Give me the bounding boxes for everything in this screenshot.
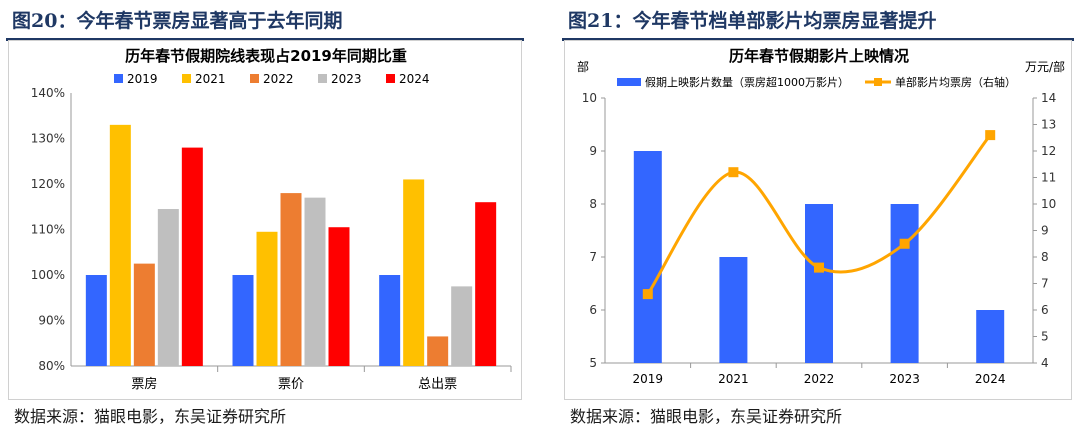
left-y-tick-label: 9 [589,144,597,158]
bar-2021-总出票 [403,179,425,366]
right-y-tick-label: 8 [1041,250,1049,264]
right-y-tick-label: 7 [1041,277,1049,291]
left-y-tick-label: 7 [589,250,597,264]
left-figure-label: 图20：今年春节票房显著高于去年同期 [12,10,343,32]
y-tick-label: 100% [31,268,65,282]
right-y-tick-label: 6 [1041,303,1049,317]
bar-2023-票价 [304,197,326,366]
bar-2022-总出票 [427,336,449,366]
x-tick-label: 2023 [889,372,920,386]
right-y-tick-label: 11 [1041,171,1056,185]
right-axis-unit: 万元/部 [1025,59,1065,74]
right-chart-frame: 历年春节假期影片上映情况部 万元/部假期上映影片数量（票房超1000万影片） 单部影… [564,40,1072,400]
y-tick-label: 120% [31,177,65,191]
line-marker-2019 [642,289,653,300]
bar-2019-总出票 [379,275,401,366]
legend-label-2019: 2019 [127,72,158,86]
bar-2022-票价 [280,193,302,366]
y-tick-label: 140% [31,86,65,100]
right-y-tick-label: 4 [1041,356,1049,370]
bar-2023-票房 [157,209,179,366]
chart-title: 历年春节假期院线表现占2019年同期比重 [125,47,407,65]
x-tick-label: 票价 [278,377,304,392]
x-tick-label: 2024 [975,372,1006,386]
legend-swatch-2019 [114,74,123,83]
left-y-tick-label: 6 [589,303,597,317]
legend-swatch-2023 [318,74,327,83]
avg-box-office-line [646,134,992,295]
y-tick-label: 110% [31,223,65,237]
bar-2024-总出票 [475,202,497,366]
right-y-tick-label: 9 [1041,224,1049,238]
left-chart-frame: 历年春节假期院线表现占2019年同期比重 2019 2021 2022 2023 2024… [8,40,522,400]
bar-2024 [976,310,1005,363]
left-source-note: 数据来源：猫眼电影，东吴证券研究所 [14,407,287,426]
legend-marker-line [874,78,882,86]
bar-2022 [805,204,833,363]
line-marker-2022 [814,262,824,273]
left-y-tick-label: 5 [589,356,597,370]
y-tick-label: 80% [38,359,65,373]
bar-2021 [719,257,748,363]
bar-2024-票价 [328,227,350,366]
bar-2022-票房 [133,263,155,366]
bar-2024-票房 [181,147,203,366]
right-y-tick-label: 14 [1041,91,1056,105]
bar-2021-票价 [256,231,278,366]
left-axis-unit: 部 [577,59,589,74]
legend-label-bars: 假期上映影片数量（票房超1000万影片） [645,75,849,89]
bar-2021-票房 [109,124,131,366]
right-figure-panel: 图21：今年春节档单部影片均票房显著提升 历年春节假期影片上映情况部 万元/部假期… [556,0,1080,434]
bar-2019-票价 [232,275,254,366]
x-tick-label: 2019 [633,372,664,386]
legend-swatch-2024 [386,74,395,83]
legend-label-line: 单部影片均票房（右轴） [895,75,1016,89]
x-tick-label: 2021 [718,372,749,386]
line-marker-2021 [728,167,739,178]
right-source-note: 数据来源：猫眼电影，东吴证券研究所 [570,407,843,426]
right-figure-label: 图21：今年春节档单部影片均票房显著提升 [568,10,937,32]
left-figure-panel: 图20：今年春节票房显著高于去年同期 历年春节假期院线表现占2019年同期比重 2… [0,0,530,434]
legend-label-2023: 2023 [331,72,362,86]
box-office-ratio-chart: 历年春节假期院线表现占2019年同期比重 2019 2021 2022 2023 2024… [31,47,512,392]
right-title-rule [562,38,1074,41]
right-y-tick-label: 5 [1041,330,1049,344]
bar-2019 [633,151,662,363]
right-y-tick-label: 10 [1041,197,1056,211]
legend-label-2024: 2024 [399,72,430,86]
bar-2023 [890,204,919,363]
legend-label-2022: 2022 [263,72,294,86]
x-tick-label: 总出票 [418,377,457,392]
x-tick-label: 票房 [131,376,157,392]
left-title-rule [6,38,524,41]
legend-swatch-2021 [182,74,191,83]
right-y-tick-label: 12 [1041,144,1056,158]
legend-swatch-2022 [250,74,259,83]
left-y-tick-label: 8 [589,197,597,211]
line-marker-2023 [899,238,910,249]
chart-title: 历年春节假期影片上映情况 [729,47,909,65]
legend-label-2021: 2021 [195,72,226,86]
right-y-tick-label: 13 [1041,118,1056,132]
line-marker-2024 [985,130,996,141]
left-y-tick-label: 10 [582,91,597,105]
bar-2023-总出票 [451,286,473,366]
legend-swatch-bars [617,78,641,86]
bar-2019-票房 [85,275,107,366]
y-tick-label: 90% [38,314,65,328]
y-tick-label: 130% [31,132,65,146]
x-tick-label: 2022 [804,372,835,386]
